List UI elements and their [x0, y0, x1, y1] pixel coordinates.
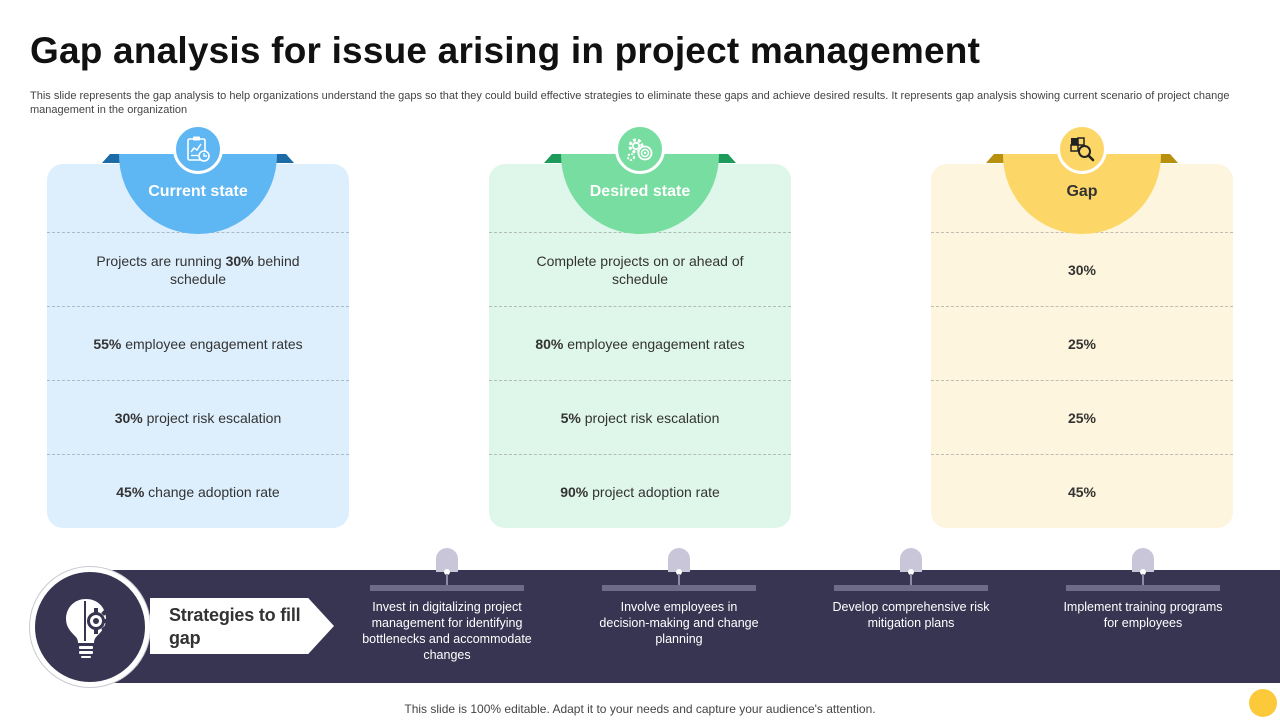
strategies-heading: Strategies to fill gap: [150, 598, 334, 654]
current-row-1: Projects are running 30% behind schedule: [47, 232, 349, 306]
pin-dot: [1140, 569, 1146, 575]
desired-row-3: 5% project risk escalation: [489, 380, 791, 454]
gears-target-icon: [615, 124, 665, 174]
puzzle-magnifier-icon: [1057, 124, 1107, 174]
strategy-bar: [370, 585, 524, 591]
page-subtitle: This slide represents the gap analysis t…: [30, 90, 1230, 116]
current-state-header: Current state: [102, 124, 294, 236]
pin-marker: [900, 548, 922, 572]
strategy-bar: [602, 585, 756, 591]
desired-state-header: Desired state: [544, 124, 736, 236]
pin-stem: [910, 574, 912, 586]
pin-marker: [668, 548, 690, 572]
footer-note: This slide is 100% editable. Adapt it to…: [404, 702, 876, 716]
strategy-text: Invest in digitalizing project managemen…: [362, 600, 532, 662]
pin-stem: [678, 574, 680, 586]
gap-row-2: 25%: [931, 306, 1233, 380]
pin-marker: [436, 548, 458, 572]
page-title: Gap analysis for issue arising in projec…: [30, 30, 981, 71]
corner-decoration: [1249, 689, 1277, 717]
strategy-text: Implement training programs for employee…: [1063, 600, 1223, 630]
gap-fold-left: [986, 154, 994, 163]
gap-row-1: 30%: [931, 232, 1233, 306]
gap-row-3: 25%: [931, 380, 1233, 454]
lightbulb-gear-icon: [35, 572, 145, 682]
strategy-bar: [1066, 585, 1220, 591]
current-row-4: 45% change adoption rate: [47, 454, 349, 528]
strategy-text: Involve employees in decision-making and…: [599, 600, 759, 646]
gap-header: Gap: [986, 124, 1178, 236]
pin-stem: [446, 574, 448, 586]
strategy-bar: [834, 585, 988, 591]
desired-state-label: Desired state: [589, 182, 691, 200]
desired-row-1: Complete projects on or ahead of schedul…: [489, 232, 791, 306]
desired-state-card: Complete projects on or ahead of schedul…: [489, 164, 791, 528]
current-fold-left: [102, 154, 110, 163]
current-row-3: 30% project risk escalation: [47, 380, 349, 454]
pin-stem: [1142, 574, 1144, 586]
gap-label: Gap: [1066, 182, 1098, 200]
current-state-label: Current state: [148, 182, 248, 200]
desired-row-4: 90% project adoption rate: [489, 454, 791, 528]
desired-row-2: 80% employee engagement rates: [489, 306, 791, 380]
current-fold-right: [286, 154, 294, 163]
pin-dot: [676, 569, 682, 575]
current-row-2: 55% employee engagement rates: [47, 306, 349, 380]
desired-fold-left: [544, 154, 552, 163]
pin-marker: [1132, 548, 1154, 572]
strategy-text: Develop comprehensive risk mitigation pl…: [832, 600, 990, 630]
gap-fold-right: [1170, 154, 1178, 163]
clipboard-chart-icon: [173, 124, 223, 174]
pin-dot: [444, 569, 450, 575]
gap-row-4: 45%: [931, 454, 1233, 528]
pin-dot: [908, 569, 914, 575]
desired-fold-right: [728, 154, 736, 163]
